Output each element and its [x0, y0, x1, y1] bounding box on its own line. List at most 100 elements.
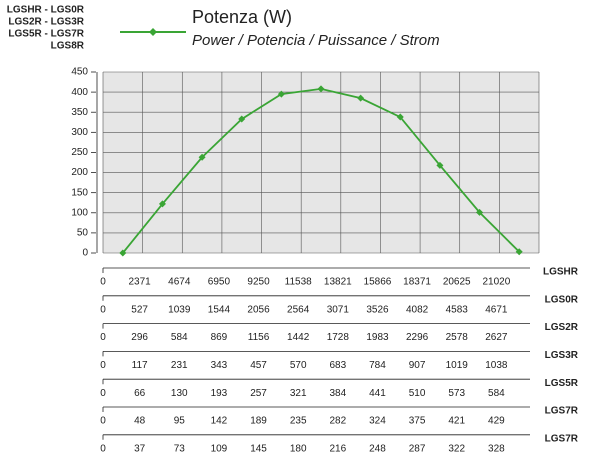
scale-label: 441 — [369, 388, 386, 399]
scale-label: 510 — [409, 388, 426, 399]
scale-label: 324 — [369, 416, 386, 427]
scale-name: LGS7R — [545, 433, 579, 444]
scale-label: 375 — [409, 416, 426, 427]
y-tick-label: 100 — [71, 207, 88, 218]
y-tick-label: 150 — [71, 187, 88, 198]
scale-label: 4082 — [406, 304, 429, 315]
scale-label: 1728 — [327, 332, 350, 343]
scale-label: 0 — [100, 304, 106, 315]
scale-label: 869 — [211, 332, 228, 343]
scale-label: 257 — [250, 388, 267, 399]
scale-name: LGS3R — [545, 350, 579, 361]
y-tick-label: 350 — [71, 107, 88, 118]
scale-label: 321 — [290, 388, 307, 399]
scale-label: 48 — [134, 416, 146, 427]
data-point — [436, 161, 444, 169]
scale-label: 570 — [290, 360, 307, 371]
scale-label: 384 — [329, 388, 346, 399]
data-point — [238, 115, 246, 123]
data-point — [476, 208, 484, 216]
scale-label: 1983 — [366, 332, 389, 343]
scale-label: 248 — [369, 443, 386, 454]
scale-label: 21020 — [482, 277, 510, 288]
scale-label: 527 — [131, 304, 148, 315]
scale-label: 457 — [250, 360, 267, 371]
data-point — [515, 248, 523, 256]
scale-label: 73 — [174, 443, 186, 454]
data-point — [158, 200, 166, 208]
scale-label: 9250 — [247, 277, 270, 288]
scale-label: 4583 — [446, 304, 469, 315]
scale-label: 0 — [100, 443, 106, 454]
scale-label: 3071 — [327, 304, 350, 315]
data-point — [357, 94, 365, 102]
scale-label: 95 — [174, 416, 186, 427]
scale-label: 784 — [369, 360, 386, 371]
y-tick-label: 50 — [77, 228, 89, 239]
y-tick-label: 250 — [71, 147, 88, 158]
data-point — [277, 90, 285, 98]
plot-area — [103, 72, 539, 253]
scale-label: 15866 — [364, 277, 392, 288]
scale-label: 296 — [131, 332, 148, 343]
scale-label: 193 — [211, 388, 228, 399]
scale-label: 322 — [448, 443, 465, 454]
scale-label: 0 — [100, 332, 106, 343]
scale-label: 231 — [171, 360, 188, 371]
scale-label: 584 — [171, 332, 188, 343]
y-axis-label: LGS5R - LGS7R — [8, 29, 84, 40]
scale-label: 0 — [100, 277, 106, 288]
scale-label: 145 — [250, 443, 267, 454]
scale-label: 2564 — [287, 304, 310, 315]
y-axis-label: LGS8R — [51, 41, 85, 52]
scale-label: 683 — [329, 360, 346, 371]
scale-label: 20625 — [443, 277, 471, 288]
scale-label: 142 — [211, 416, 228, 427]
data-point — [317, 85, 325, 93]
scale-label: 343 — [211, 360, 228, 371]
scale-label: 18371 — [403, 277, 431, 288]
scale-label: 2578 — [446, 332, 469, 343]
scale-label: 1156 — [248, 332, 270, 343]
scale-name: LGS7R — [545, 406, 579, 417]
scale-label: 328 — [488, 443, 505, 454]
scale-label: 1039 — [168, 304, 191, 315]
scale-label: 907 — [409, 360, 426, 371]
scale-label: 2296 — [406, 332, 429, 343]
y-tick-label: 450 — [71, 67, 88, 78]
scale-label: 4671 — [485, 304, 508, 315]
scale-name: LGS5R — [545, 378, 579, 389]
scale-label: 1038 — [485, 360, 508, 371]
scale-label: 1442 — [287, 332, 310, 343]
scale-label: 2627 — [485, 332, 508, 343]
scale-label: 584 — [488, 388, 505, 399]
chart-subtitle: Power / Potencia / Puissance / Strom — [192, 32, 440, 49]
scale-label: 573 — [448, 388, 465, 399]
y-axis-label: LGSHR - LGS0R — [7, 5, 85, 16]
y-tick-label: 400 — [71, 87, 88, 98]
scale-label: 2056 — [247, 304, 270, 315]
scale-label: 37 — [134, 443, 146, 454]
data-point — [119, 249, 127, 257]
scale-label: 287 — [409, 443, 426, 454]
scale-label: 66 — [134, 388, 146, 399]
scale-label: 0 — [100, 416, 106, 427]
y-tick-label: 300 — [71, 127, 88, 138]
chart-title: Potenza (W) — [192, 7, 292, 27]
scale-label: 1019 — [446, 360, 469, 371]
scale-name: LGSHR — [543, 267, 579, 278]
y-axis-label: LGS2R - LGS3R — [8, 17, 84, 28]
scale-label: 3526 — [366, 304, 389, 315]
scale-label: 4674 — [168, 277, 191, 288]
scale-name: LGS2R — [545, 322, 579, 333]
scale-name: LGS0R — [545, 294, 579, 305]
scale-label: 117 — [132, 360, 148, 371]
scale-label: 429 — [488, 416, 505, 427]
scale-label: 13821 — [324, 277, 352, 288]
legend-marker — [149, 28, 157, 36]
scale-label: 0 — [100, 388, 106, 399]
y-tick-label: 0 — [82, 248, 88, 259]
scale-label: 421 — [448, 416, 465, 427]
scale-label: 282 — [329, 416, 346, 427]
